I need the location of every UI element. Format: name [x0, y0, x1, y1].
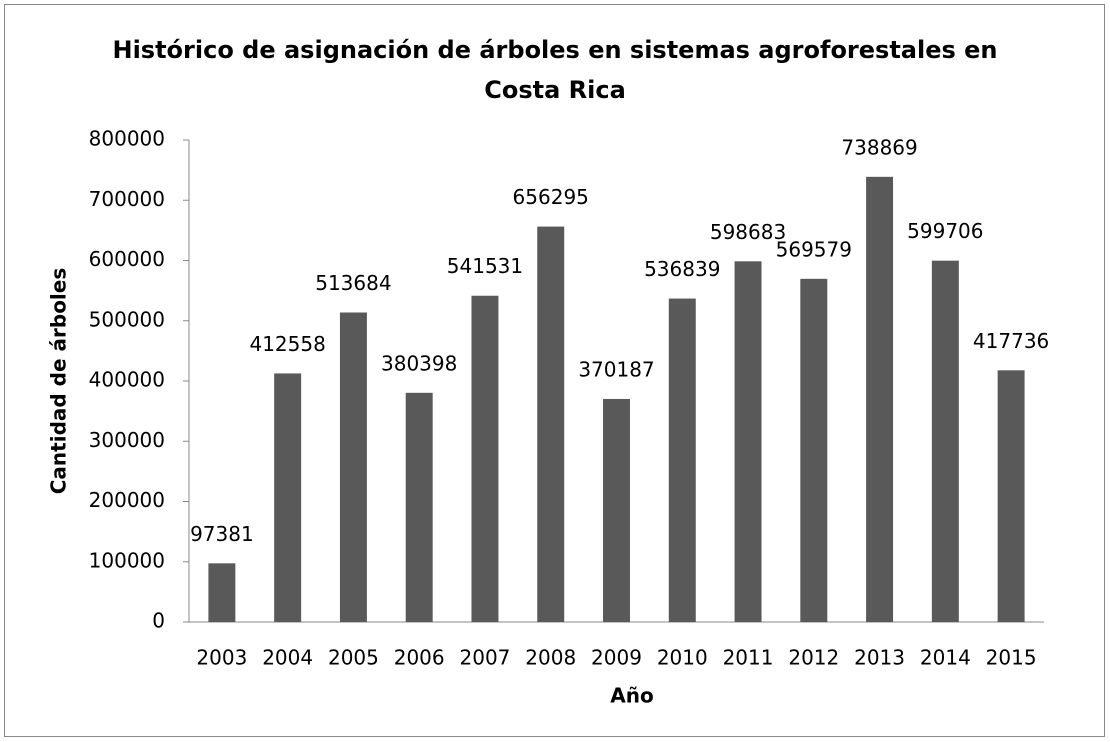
x-tick-label: 2003 [196, 646, 247, 670]
x-tick-label: 2007 [460, 646, 511, 670]
y-tick-label: 300000 [89, 428, 165, 452]
bar [537, 226, 565, 622]
x-tick-label: 2010 [657, 646, 708, 670]
x-tick-label: 2009 [591, 646, 642, 670]
x-axis-label: Año [610, 684, 653, 708]
data-label: 417736 [973, 329, 1049, 353]
y-axis-label: Cantidad de árboles [47, 268, 71, 495]
x-tick-label: 2014 [920, 646, 971, 670]
bar [603, 398, 630, 622]
bar [997, 370, 1025, 622]
y-tick-label: 100000 [89, 548, 165, 572]
data-label: 370187 [578, 357, 654, 381]
x-tick-label: 2004 [262, 646, 313, 670]
data-label: 97381 [190, 522, 254, 546]
bar [734, 261, 762, 622]
data-label: 599706 [907, 219, 983, 243]
x-tick-label: 2008 [525, 646, 576, 670]
y-tick-label: 200000 [89, 488, 165, 512]
data-label: 513684 [315, 271, 391, 295]
data-label: 412558 [249, 332, 325, 356]
bar [405, 392, 433, 622]
x-tick-label: 2013 [854, 646, 905, 670]
data-label: 656295 [513, 185, 589, 209]
x-tick-label: 2011 [723, 646, 774, 670]
y-tick-label: 700000 [89, 187, 165, 211]
x-tick-label: 2005 [328, 646, 379, 670]
bar [931, 260, 959, 622]
y-tick-label: 500000 [89, 307, 165, 331]
x-tick-label: 2006 [394, 646, 445, 670]
bar [800, 278, 828, 622]
bar [208, 563, 236, 622]
data-label: 541531 [447, 254, 523, 278]
x-tick-label: 2015 [986, 646, 1037, 670]
data-label: 536839 [644, 257, 720, 281]
bar [866, 176, 894, 622]
data-label: 380398 [381, 351, 457, 375]
bar [274, 373, 302, 622]
bar [471, 295, 499, 622]
data-label: 569579 [776, 237, 852, 261]
chart-title: Histórico de asignación de árboles en si… [112, 36, 998, 104]
bar [339, 312, 367, 622]
bar [668, 298, 696, 622]
y-tick-label: 600000 [89, 247, 165, 271]
data-label: 598683 [710, 220, 786, 244]
y-tick-label: 0 [152, 609, 165, 633]
x-tick-label: 2012 [788, 646, 839, 670]
y-tick-label: 800000 [89, 127, 165, 151]
y-tick-label: 400000 [89, 368, 165, 392]
data-label: 738869 [841, 135, 917, 159]
